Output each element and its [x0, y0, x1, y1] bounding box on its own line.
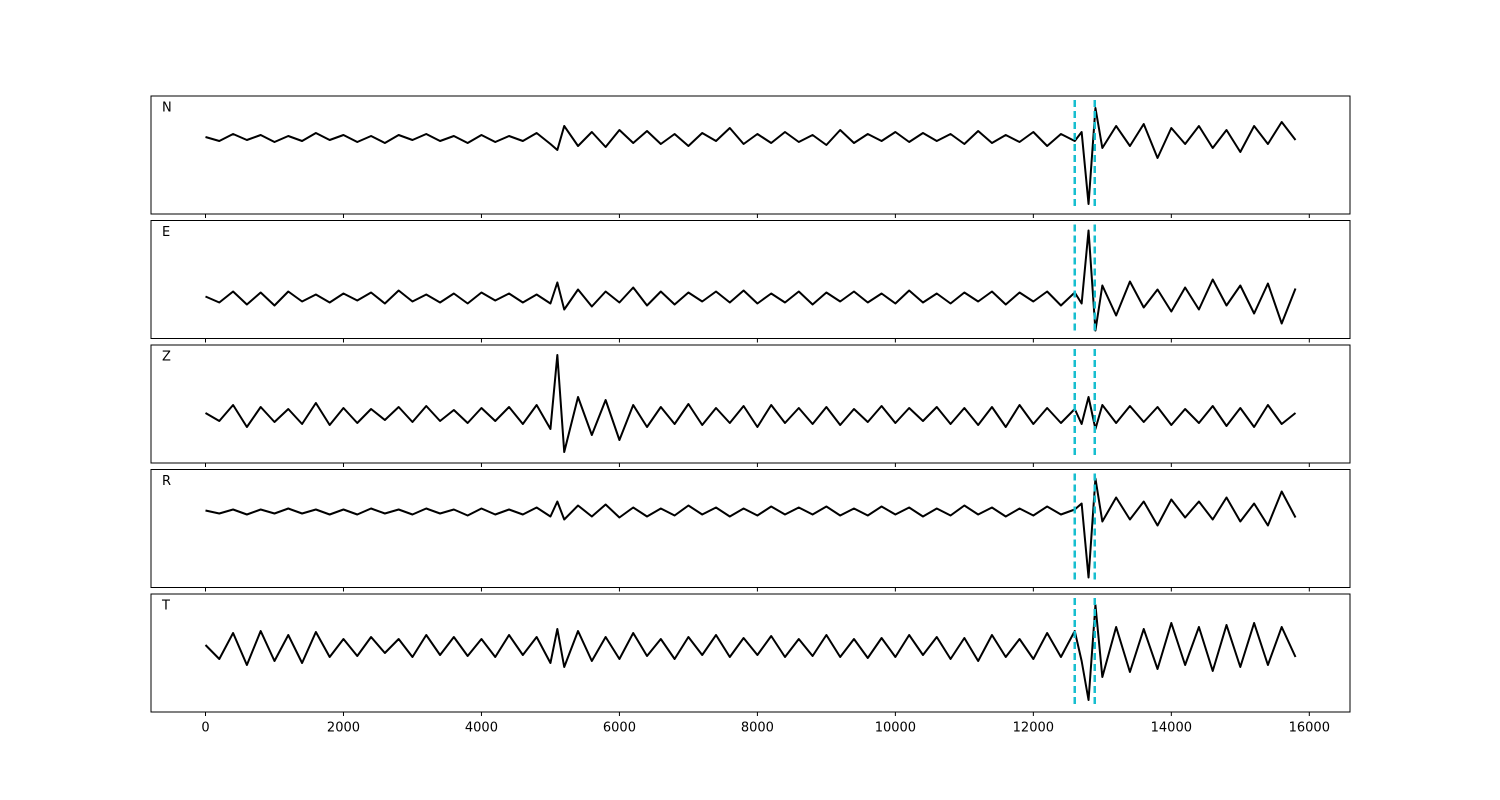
trace-line	[205, 107, 1297, 205]
x-tick-label: 8000	[741, 721, 774, 736]
x-tick-label: 4000	[465, 721, 498, 736]
trace-line	[204, 354, 1297, 453]
panel-label: E	[162, 225, 170, 240]
panel-frame	[150, 469, 1351, 588]
trace-line	[205, 229, 1297, 332]
x-tick-label: 6000	[603, 721, 636, 736]
trace-line	[204, 604, 1297, 701]
x-tick-label: 14000	[1151, 721, 1192, 736]
x-tick-label: 16000	[1289, 721, 1330, 736]
panel-label: R	[162, 474, 171, 489]
x-tick-label: 2000	[327, 721, 360, 736]
panel-label: N	[162, 101, 172, 116]
panel-label: Z	[162, 350, 171, 365]
panel-frame	[150, 344, 1351, 464]
panel-label: T	[161, 599, 170, 614]
panel-frame	[150, 593, 1351, 713]
x-tick-label: 10000	[875, 721, 916, 736]
x-tick-label: 12000	[1013, 721, 1054, 736]
panel-frame	[150, 95, 1351, 215]
x-tick-label: 0	[201, 721, 209, 736]
panel-frame	[150, 220, 1351, 339]
trace-line	[205, 477, 1297, 579]
